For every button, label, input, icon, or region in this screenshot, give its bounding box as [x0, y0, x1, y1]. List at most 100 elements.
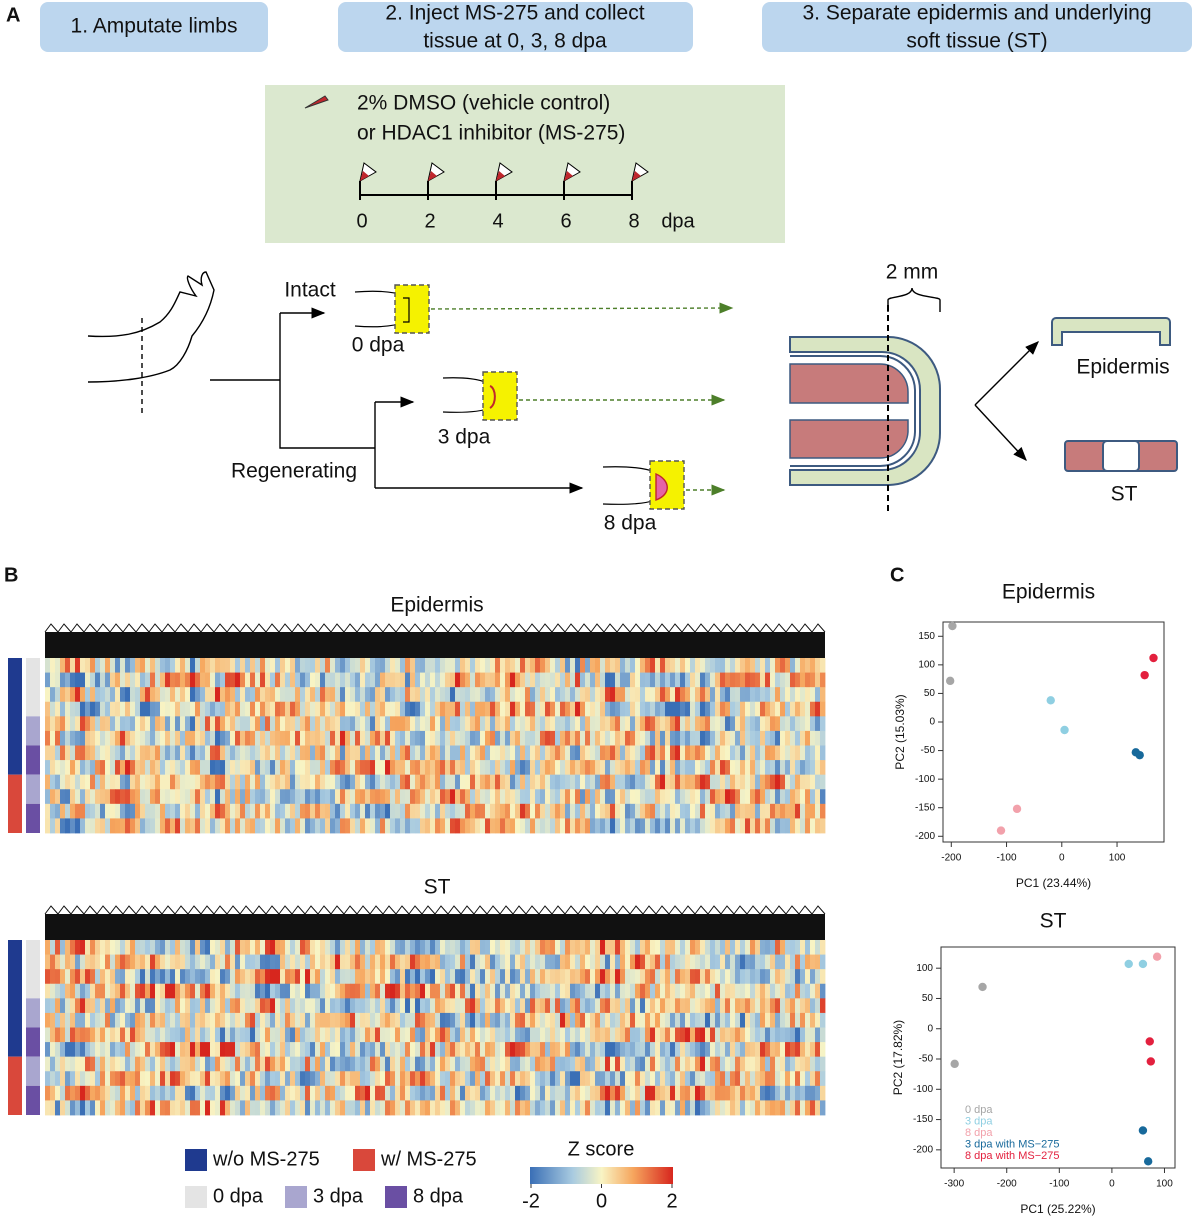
heatmap-cell [740, 1012, 746, 1028]
heatmap-cell [525, 1100, 531, 1116]
heatmap-cell [715, 954, 721, 970]
heatmap-cell [530, 701, 536, 717]
heatmap-cell [120, 672, 126, 688]
heatmap-cell [350, 1071, 356, 1087]
heatmap-cell [675, 745, 681, 761]
heatmap-cell [570, 672, 576, 688]
heatmap-cell [465, 983, 471, 999]
heatmap-cell [60, 940, 66, 955]
heatmap-cell [485, 1085, 491, 1101]
heatmap-cell [50, 1027, 56, 1043]
heatmap-cell [85, 687, 91, 703]
heatmap-cell [205, 1012, 211, 1028]
heatmap-cell [500, 789, 506, 805]
heatmap-cell [450, 716, 456, 732]
heatmap-cell [805, 954, 811, 970]
heatmap-cell [710, 803, 716, 819]
heatmap-cell [255, 701, 261, 717]
heatmap-cell [410, 1071, 416, 1087]
heatmap-cell [240, 998, 246, 1014]
heatmap-cell [370, 658, 376, 673]
heatmap-cell [175, 745, 181, 761]
heatmap-cell [785, 1071, 791, 1087]
heatmap-cell [130, 1071, 136, 1087]
heatmap-cell [115, 1012, 121, 1028]
heatmap-cell [645, 1027, 651, 1043]
heatmap-cell [115, 730, 121, 746]
heatmap-cell [440, 774, 446, 790]
dendrogram-branch [720, 905, 735, 915]
heatmap-cell [100, 940, 106, 955]
heatmap-cell [250, 716, 256, 732]
dendrogram-branch [616, 623, 631, 633]
heatmap-cell [605, 789, 611, 805]
heatmap-cell [315, 774, 321, 790]
heatmap-cell [495, 818, 501, 834]
heatmap-cell [175, 1027, 181, 1043]
heatmap-cell [675, 760, 681, 776]
heatmap-cell [725, 716, 731, 732]
heatmap-cell [555, 745, 561, 761]
heatmap-cell [760, 687, 766, 703]
heatmap-cell [735, 1012, 741, 1028]
heatmap-cell [495, 716, 501, 732]
heatmap-cell [120, 687, 126, 703]
heatmap-cell [720, 1100, 726, 1116]
chart-title: Epidermis [1002, 581, 1095, 604]
heatmap-cell [215, 760, 221, 776]
heatmap-cell [815, 730, 821, 746]
heatmap-cell [280, 701, 286, 717]
heatmap-cell [690, 701, 696, 717]
heatmap-cell [740, 658, 746, 673]
heatmap-cell [60, 774, 66, 790]
heatmap-cell [140, 789, 146, 805]
heatmap-cell [580, 940, 586, 955]
heatmap-cell [625, 760, 631, 776]
heatmap-cell [370, 687, 376, 703]
heatmap-cell [815, 716, 821, 732]
dendrogram-branch [278, 905, 293, 915]
heatmap-cell [610, 716, 616, 732]
heatmap-cell [355, 1071, 361, 1087]
heatmap-cell [220, 1012, 226, 1028]
heatmap-cell [230, 1085, 236, 1101]
heatmap-cell [120, 983, 126, 999]
dendrogram-branch [759, 905, 774, 915]
heatmap-cell [245, 760, 251, 776]
heatmap-cell [595, 687, 601, 703]
heatmap-cell [820, 818, 826, 834]
heatmap-cell [220, 803, 226, 819]
heatmap-cell [225, 658, 231, 673]
heatmap-cell [435, 940, 441, 955]
x-tick-label: 0 [1109, 1179, 1115, 1190]
heatmap-cell [185, 1100, 191, 1116]
heatmap-cell [485, 969, 491, 985]
dendrogram-branch [109, 905, 124, 915]
heatmap-cell [625, 658, 631, 673]
heatmap-cell [390, 940, 396, 955]
heatmap-cell [65, 1056, 71, 1072]
heatmap-cell [335, 969, 341, 985]
heatmap-cell [350, 730, 356, 746]
heatmap-cell [440, 1100, 446, 1116]
heatmap-cell [620, 1071, 626, 1087]
heatmap-cell [495, 1027, 501, 1043]
heatmap-cell [675, 701, 681, 717]
heatmap-cell [75, 687, 81, 703]
heatmap-cell [500, 1100, 506, 1116]
heatmap-cell [615, 789, 621, 805]
heatmap-cell [285, 1056, 291, 1072]
y-tick-label: -200 [915, 831, 935, 842]
heatmap-cell [85, 701, 91, 717]
heatmap-cell [700, 789, 706, 805]
heatmap-cell [90, 1012, 96, 1028]
heatmap-cell [260, 745, 266, 761]
heatmap-cell [415, 1085, 421, 1101]
heatmap-cell [210, 1056, 216, 1072]
heatmap-cell [280, 789, 286, 805]
heatmap-cell [105, 716, 111, 732]
stage-bar [26, 716, 40, 746]
heatmap-cell [580, 658, 586, 673]
heatmap-cell [240, 687, 246, 703]
heatmap-cell [585, 1085, 591, 1101]
